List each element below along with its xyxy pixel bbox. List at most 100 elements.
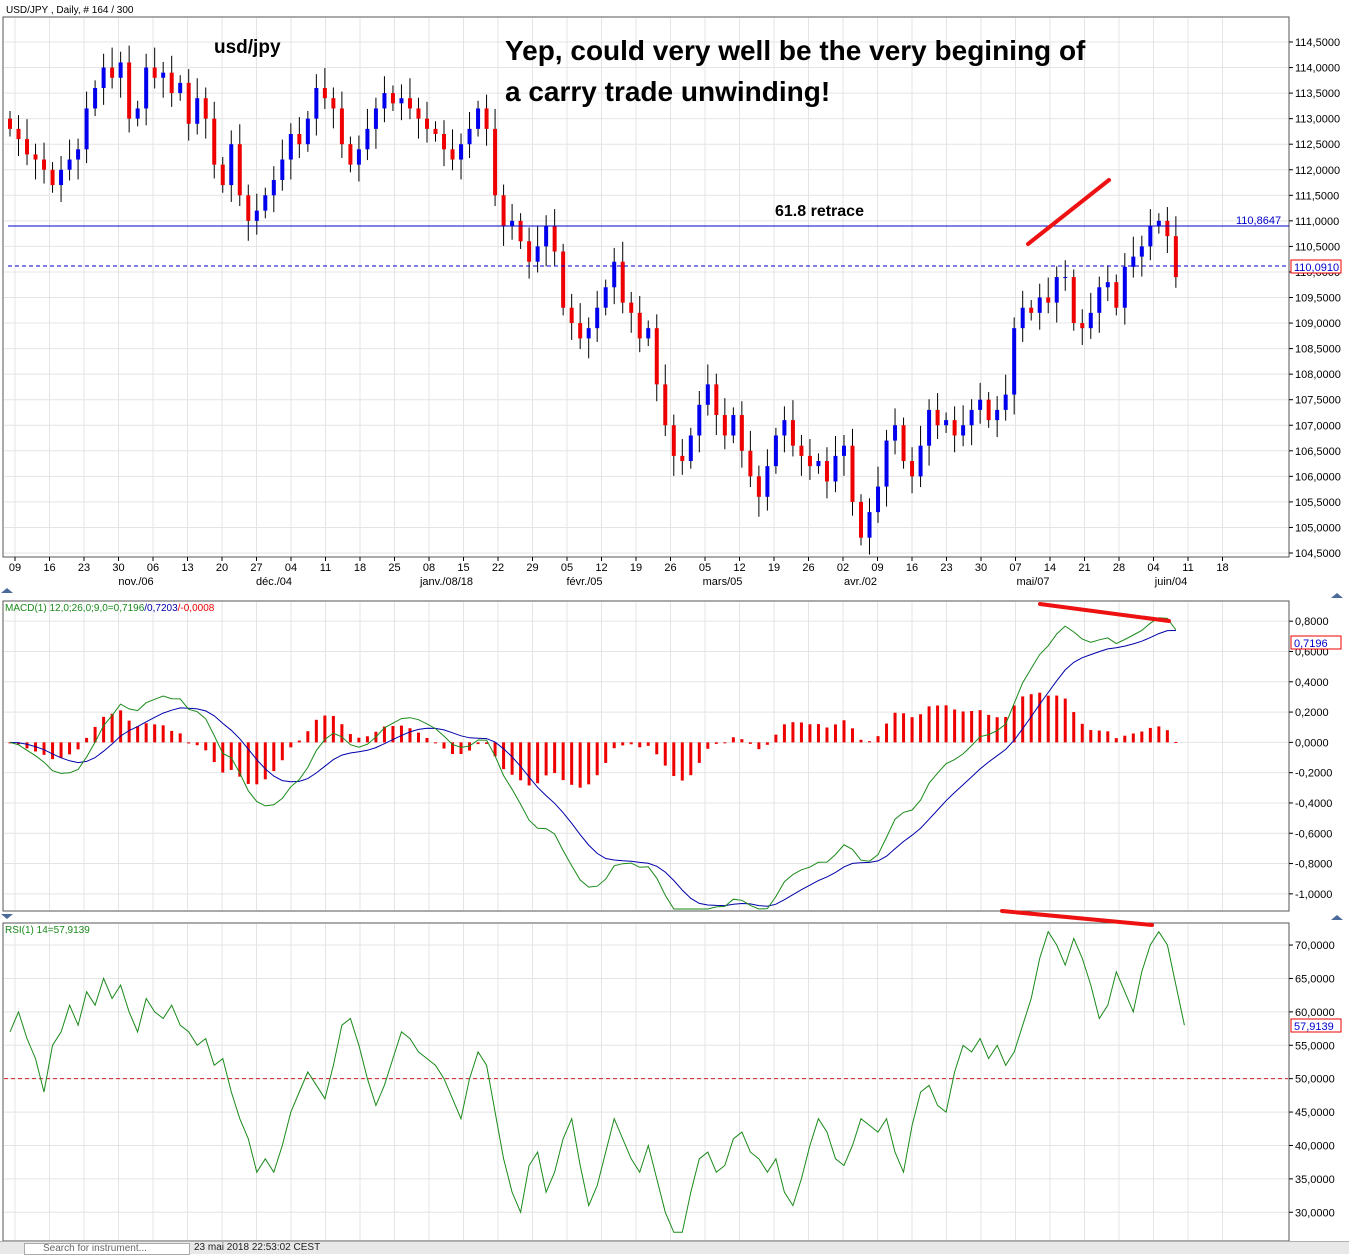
- candle-body: [1131, 256, 1136, 267]
- rsi-y-tick-label: 30,0000: [1295, 1207, 1335, 1219]
- price-y-tick-label: 113,0000: [1295, 114, 1340, 126]
- candle-body: [910, 461, 915, 477]
- macd-panel-collapse-icon[interactable]: [1, 914, 1343, 920]
- macd-histogram-bar: [187, 742, 191, 744]
- candle-body: [382, 93, 387, 109]
- macd-histogram-bar: [740, 739, 744, 743]
- candle-body: [1105, 282, 1110, 288]
- macd-histogram-bar: [1072, 712, 1076, 743]
- macd-histogram-bar: [561, 742, 565, 781]
- candle-body: [484, 108, 489, 129]
- candle-body: [203, 98, 208, 119]
- macd-histogram-bar: [612, 742, 616, 749]
- price-x-tick-label: 13: [181, 562, 193, 574]
- price-x-tick-label: 04: [1147, 562, 1159, 574]
- candle-body: [816, 461, 821, 467]
- candle-body: [1097, 287, 1102, 313]
- macd-histogram-bar: [408, 728, 412, 743]
- macd-histogram-bar: [1089, 730, 1093, 743]
- macd-histogram-bar: [663, 742, 667, 766]
- price-x-tick-label: 22: [492, 562, 504, 574]
- candle-body: [1173, 236, 1178, 278]
- candle-body: [824, 461, 829, 482]
- search-input[interactable]: Search for instrument...: [24, 1243, 190, 1255]
- candle-body: [799, 445, 804, 456]
- macd-histogram: [8, 692, 1178, 788]
- price-y-axis: 104,5000 105,0000 105,5000 106,0000 106,5000…: [1289, 37, 1341, 560]
- price-x-tick-label: 28: [1113, 562, 1125, 574]
- price-x-tick-label: 18: [1216, 562, 1228, 574]
- candle-body: [510, 220, 515, 226]
- macd-histogram-bar: [893, 712, 897, 743]
- candle-body: [1139, 246, 1144, 257]
- macd-histogram-bar: [868, 741, 872, 743]
- macd-y-axis: -1,0000 -0,8000 -0,6000 -0,4000 -0,2000 0,000…: [1289, 616, 1332, 901]
- rsi-panel[interactable]: 30,0000 35,0000 40,0000 45,0000 50,0000 55,00…: [2, 909, 1342, 1242]
- candle-body: [918, 445, 923, 477]
- candle-body: [654, 328, 659, 385]
- macd-histogram-bar: [1021, 696, 1025, 743]
- candle-body: [833, 455, 838, 482]
- candle-body: [544, 225, 549, 247]
- candle-body: [1122, 266, 1127, 308]
- price-x-tick-label: 15: [457, 562, 469, 574]
- macd-histogram-bar: [170, 730, 174, 743]
- candle-body: [1088, 312, 1093, 329]
- macd-histogram-bar: [144, 723, 148, 743]
- price-y-tick-label: 109,0000: [1295, 318, 1341, 330]
- price-y-tick-label: 107,5000: [1295, 395, 1341, 407]
- candle-body: [59, 169, 64, 186]
- candle-body: [527, 241, 532, 262]
- panel-collapse-icon[interactable]: [1, 588, 1343, 598]
- candle-body: [305, 118, 310, 145]
- candle-body: [1029, 307, 1034, 313]
- candle-body: [603, 287, 608, 308]
- macd-histogram-bar: [263, 742, 267, 780]
- macd-histogram-bar: [910, 717, 914, 743]
- macd-y-tick-label: -0,4000: [1295, 798, 1332, 810]
- candle-body: [195, 98, 200, 124]
- price-panel[interactable]: 104,5000 105,0000 105,5000 106,0000 106,5000…: [1, 5, 1343, 598]
- macd-histogram-bar: [629, 742, 633, 745]
- macd-histogram-bar: [782, 724, 786, 743]
- candle-body: [169, 72, 174, 94]
- candle-body: [739, 415, 744, 451]
- macd-y-tick-label: 0,0000: [1295, 737, 1329, 749]
- candle-body: [390, 93, 395, 104]
- candle-body: [25, 139, 30, 155]
- macd-histogram-bar: [850, 728, 854, 743]
- macd-y-tick-label: 0,2000: [1295, 707, 1329, 719]
- candle-body: [424, 118, 429, 129]
- macd-histogram-bar: [17, 742, 21, 745]
- price-y-tick-label: 105,5000: [1295, 497, 1341, 509]
- price-x-tick-label: 19: [630, 562, 642, 574]
- macd-histogram-bar: [297, 740, 301, 743]
- macd-histogram-bar: [680, 742, 684, 781]
- candle-body: [552, 225, 557, 252]
- candle-body: [110, 67, 115, 78]
- macd-histogram-bar: [1080, 723, 1084, 743]
- macd-histogram-bar: [434, 742, 437, 744]
- candle-body: [1012, 328, 1017, 395]
- candle-body: [450, 149, 455, 160]
- macd-histogram-bar: [927, 706, 931, 743]
- macd-histogram-bar: [272, 742, 276, 772]
- macd-histogram-bar: [859, 739, 863, 743]
- macd-histogram-bar: [365, 736, 369, 743]
- candle-body: [254, 210, 259, 221]
- macd-histogram-bar: [987, 714, 991, 743]
- macd-histogram-bar: [451, 742, 455, 755]
- price-x-tick-label: 09: [9, 562, 21, 574]
- candle-body: [144, 67, 149, 109]
- macd-histogram-bar: [1148, 727, 1152, 743]
- rsi-y-axis: 30,0000 35,0000 40,0000 45,0000 50,0000 55,00…: [1289, 940, 1335, 1219]
- candle-body: [331, 98, 336, 109]
- retrace-label: 61.8 retrace: [775, 203, 864, 220]
- candle-body: [433, 128, 438, 134]
- rsi-y-tick-label: 40,0000: [1295, 1140, 1335, 1152]
- macd-panel[interactable]: -1,0000 -0,8000 -0,6000 -0,4000 -0,2000 0,000…: [1, 600, 1343, 920]
- candle-body: [841, 445, 846, 456]
- rsi-divergence-annotation: [1000, 909, 1154, 927]
- candle-body: [876, 486, 881, 513]
- macd-plot-area: [2, 600, 1290, 912]
